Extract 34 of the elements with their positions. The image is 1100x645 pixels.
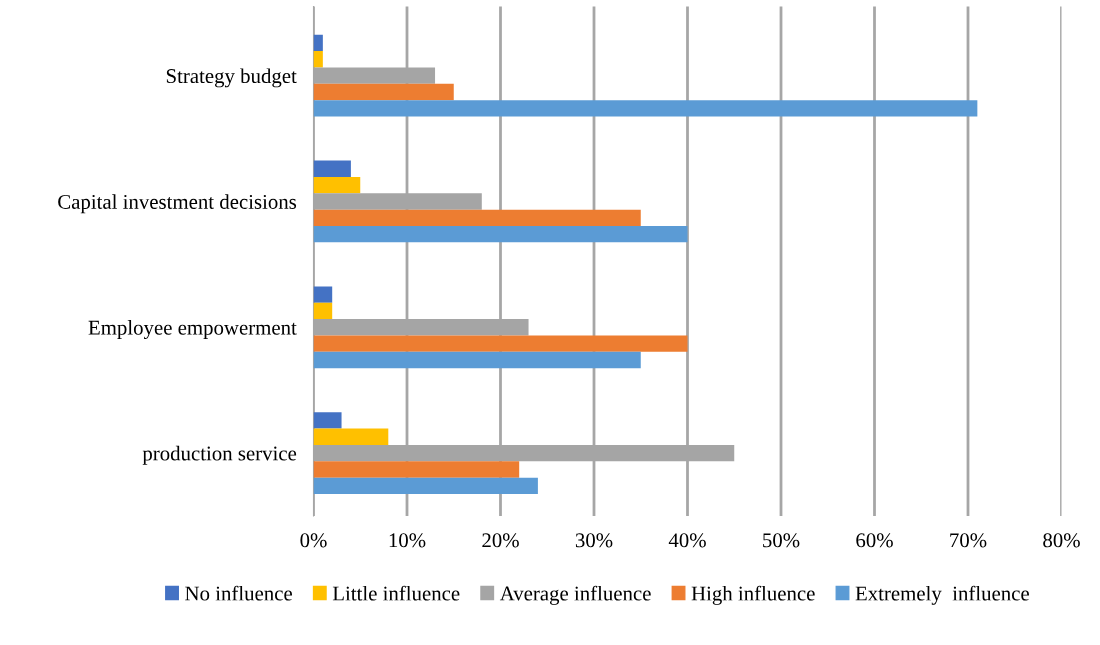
x-tick-label: 20%	[482, 533, 519, 548]
bar	[313, 477, 538, 494]
bar	[313, 412, 342, 429]
y-tick-label: Capital investment decisions	[58, 194, 297, 214]
y-tick-label: production service	[142, 445, 297, 465]
bar	[313, 100, 978, 117]
bar	[313, 160, 351, 177]
legend-label: Little influence	[332, 585, 460, 601]
bar	[313, 351, 641, 369]
bar	[313, 461, 520, 478]
legend-label: No influence	[185, 585, 292, 601]
bar	[313, 302, 333, 320]
bar	[313, 83, 454, 101]
bar	[313, 226, 688, 243]
legend-label: Average influence	[499, 585, 651, 605]
y-tick-label: Strategy budget	[166, 68, 297, 88]
bar	[313, 335, 688, 352]
x-tick-label: 30%	[575, 533, 613, 548]
x-tick-label: 70%	[950, 533, 987, 548]
bar	[313, 51, 323, 68]
x-tick-label: 50%	[763, 533, 800, 548]
legend-label: High influence	[691, 585, 815, 605]
y-tick-label: Employee empowerment	[88, 320, 297, 339]
x-tick-label: 0%	[300, 533, 327, 548]
bar	[313, 176, 361, 194]
bar	[313, 286, 333, 303]
bar	[313, 428, 389, 445]
x-tick-label: 10%	[389, 533, 426, 548]
bar	[313, 209, 641, 226]
legend-label: Extremely influence	[855, 585, 1029, 605]
x-tick-label: 40%	[668, 533, 706, 548]
x-tick-label: 80%	[1043, 533, 1080, 548]
bar	[313, 34, 323, 52]
x-tick-label: 60%	[856, 533, 893, 548]
